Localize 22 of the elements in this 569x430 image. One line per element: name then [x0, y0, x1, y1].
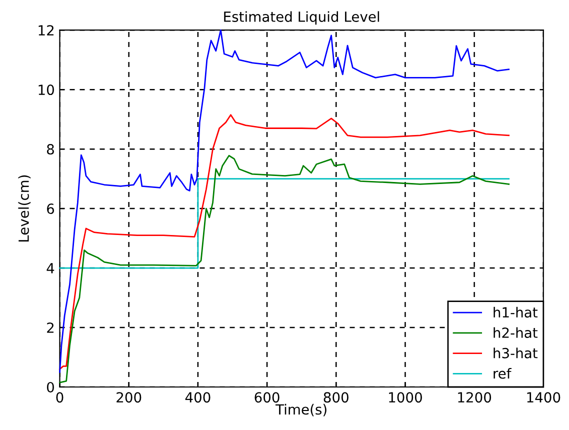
x-tick-label: 0	[56, 392, 64, 403]
y-axis-title: Level(cm)	[18, 175, 31, 242]
y-tick-label: 10	[38, 84, 54, 96]
y-tick-label: 8	[46, 144, 54, 155]
x-tick-label: 1200	[458, 392, 492, 403]
y-tick-label: 12	[38, 25, 54, 36]
y-tick-label: 6	[47, 204, 54, 214]
x-tick-label: 1000	[389, 392, 422, 403]
legend-label: ref	[494, 368, 512, 379]
x-tick-label: 1400	[527, 392, 560, 403]
legend-label: h2-hat	[494, 327, 538, 338]
y-tick-label: 2	[47, 322, 54, 333]
y-tick-label: 4	[46, 263, 54, 274]
x-tick-label: 200	[116, 392, 142, 403]
x-tick-label: 600	[254, 392, 280, 403]
chart-title: Estimated Liquid Level	[224, 11, 380, 25]
legend-label: h1-hat	[494, 306, 538, 318]
x-tick-label: 400	[185, 392, 210, 403]
x-tick-label: 800	[324, 392, 348, 403]
y-tick-label: 0	[46, 382, 54, 392]
x-axis-title: Time(s)	[276, 404, 326, 416]
legend-label: h3-hat	[494, 348, 538, 358]
